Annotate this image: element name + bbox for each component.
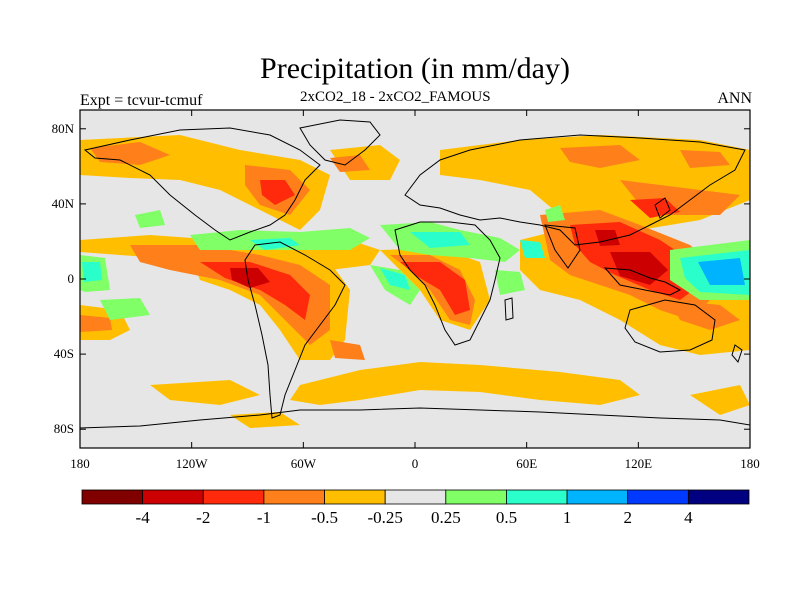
antarctica-outline bbox=[80, 407, 750, 429]
lon-tick-label: 60E bbox=[516, 456, 537, 471]
latitude-axis: 80N 40N 0 40S 80S bbox=[52, 121, 750, 436]
colorbar-swatch bbox=[566, 489, 629, 505]
colorbar-label: 0.25 bbox=[431, 508, 461, 527]
colorbar-label: 4 bbox=[684, 508, 693, 527]
madagascar-outline bbox=[504, 297, 514, 321]
experiment-label: Expt = tcvur-tcmuf bbox=[80, 92, 203, 109]
lat-tick-label: 0 bbox=[68, 271, 75, 286]
comparison-label: 2xCO2_18 - 2xCO2_FAMOUS bbox=[300, 89, 491, 105]
colorbar-swatch bbox=[81, 489, 144, 505]
anomaly-blue-regions bbox=[698, 258, 745, 285]
australia-outline bbox=[624, 299, 716, 353]
lat-tick-label: 40N bbox=[52, 196, 75, 211]
colorbar-label: -1 bbox=[257, 508, 271, 527]
africa-outline bbox=[394, 221, 501, 346]
map-title: Precipitation (in mm/day) bbox=[260, 52, 570, 85]
lon-tick-label: 180 bbox=[740, 456, 760, 471]
colorbar-swatch bbox=[687, 489, 750, 505]
coastlines bbox=[80, 119, 750, 429]
japan-outline bbox=[654, 197, 671, 219]
colorbar-label: 0.5 bbox=[496, 508, 517, 527]
lat-tick-label: 40S bbox=[54, 346, 74, 361]
colorbar-label: 2 bbox=[623, 508, 632, 527]
colorbar-swatch bbox=[627, 489, 689, 505]
colorbar-label: -0.25 bbox=[367, 508, 402, 527]
anomaly-dark-red-regions bbox=[230, 230, 668, 288]
greenland-outline bbox=[299, 119, 381, 166]
colorbar-label: 1 bbox=[563, 508, 572, 527]
precip-anomaly-field bbox=[80, 135, 750, 428]
colorbar-label: -2 bbox=[196, 508, 210, 527]
lon-tick-label: 120E bbox=[625, 456, 653, 471]
lon-tick-label: 60W bbox=[291, 456, 317, 471]
lon-tick-label: 180 bbox=[70, 456, 90, 471]
lon-tick-label: 120W bbox=[176, 456, 209, 471]
colorbar-swatch bbox=[445, 489, 507, 505]
colorbar-swatch bbox=[263, 489, 325, 505]
north-america-outline bbox=[83, 127, 321, 241]
colorbar-swatch bbox=[324, 489, 386, 505]
new-zealand-outline bbox=[731, 344, 743, 363]
colorbar-label: -4 bbox=[136, 508, 151, 527]
season-label: ANN bbox=[717, 90, 752, 107]
colorbar-swatch bbox=[506, 489, 568, 505]
longitude-axis: 180 120W 60W 0 60E 120E 180 bbox=[70, 110, 760, 471]
lat-tick-label: 80N bbox=[52, 121, 75, 136]
eurasia-outline bbox=[404, 134, 746, 246]
colorbar-swatch bbox=[142, 489, 204, 505]
lat-tick-label: 80S bbox=[54, 421, 74, 436]
colorbar-label: -0.5 bbox=[311, 508, 338, 527]
lon-tick-label: 0 bbox=[412, 456, 419, 471]
colorbar-swatch bbox=[384, 489, 447, 505]
indonesia-outline bbox=[603, 267, 682, 296]
indian-subcontinent-outline bbox=[544, 224, 581, 269]
colorbar: -4 -2 -1 -0.5 -0.25 0.25 0.5 1 2 4 bbox=[81, 489, 750, 527]
south-america-outline bbox=[244, 241, 346, 419]
colorbar-swatch bbox=[202, 489, 265, 505]
